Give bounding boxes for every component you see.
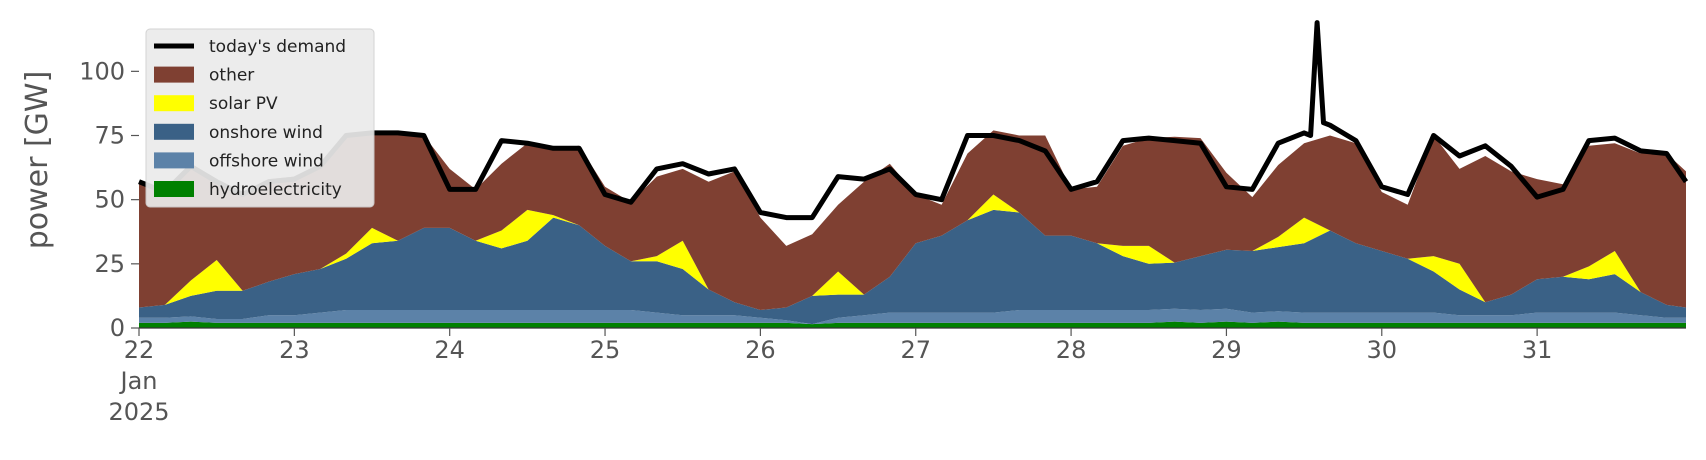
x-tick-label: 31 (1522, 336, 1553, 364)
legend-label: offshore wind (209, 151, 324, 171)
x-tick-label: 22 (124, 336, 155, 364)
legend: today's demand other solar PV onshore wind o… (145, 28, 375, 208)
y-tick-label: 75 (94, 122, 125, 150)
legend-label: today's demand (209, 37, 346, 57)
legend-marker (154, 66, 194, 83)
legend-label: hydroelectricity (209, 180, 342, 200)
x-tick-label: 28 (1056, 336, 1087, 364)
x-tick-label: 30 (1367, 336, 1398, 364)
legend-marker (154, 152, 194, 169)
legend-label: onshore wind (209, 123, 323, 143)
legend-marker (154, 123, 194, 140)
area-hydroelectricity (139, 321, 1686, 328)
demand-line-group (138, 20, 1689, 221)
x-tick-label: 25 (590, 336, 621, 364)
legend-label: other (209, 66, 254, 86)
area-other (139, 130, 1686, 310)
demand-line (138, 20, 1689, 221)
legend-box (145, 28, 375, 208)
x-tick-label: Jan (119, 367, 158, 395)
area-solar-pv (139, 194, 1686, 310)
legend-marker (154, 181, 194, 197)
area-onshore-wind (139, 209, 1686, 325)
x-tick-label: 23 (279, 336, 310, 364)
y-axis-label: power [GW] (20, 71, 55, 250)
stacked-areas (139, 130, 1686, 328)
legend-marker (154, 95, 194, 112)
x-tick-label: 29 (1211, 336, 1242, 364)
y-tick-label: 100 (79, 57, 125, 85)
y-tick-label: 25 (94, 250, 125, 278)
y-tick-label: 0 (110, 314, 125, 342)
axes: 0 25 50 75 100 22 Jan 2025 23 24 25 26 27 28 29 30 31 (79, 57, 1686, 426)
x-tick-label: 2025 (108, 398, 169, 426)
x-tick-label: 27 (900, 336, 931, 364)
x-tick-label: 24 (434, 336, 465, 364)
area-offshore-wind (139, 308, 1686, 325)
y-tick-label: 50 (94, 186, 125, 214)
legend-label: solar PV (209, 94, 278, 114)
x-tick-label: 26 (745, 336, 776, 364)
